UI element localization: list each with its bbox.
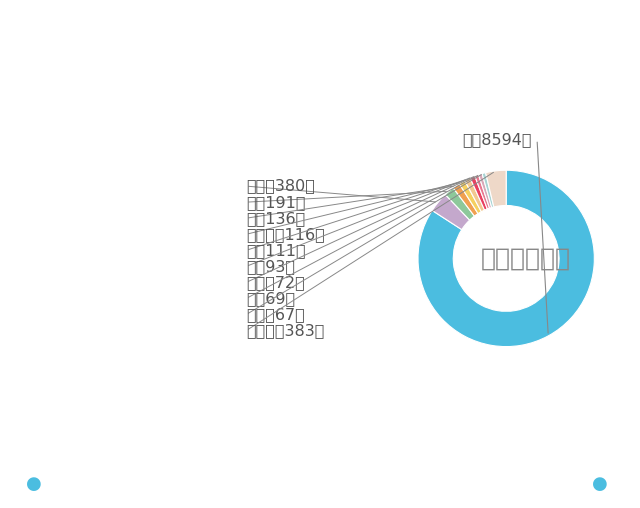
Wedge shape [453,184,478,216]
Text: 新生民族分布: 新生民族分布 [481,246,571,270]
Wedge shape [460,180,481,213]
Wedge shape [475,175,490,209]
Text: 藏族69人: 藏族69人 [246,291,295,306]
Text: 其他民族383人: 其他民族383人 [246,323,324,338]
Text: 苗族191人: 苗族191人 [246,195,305,210]
Text: 汉族8594人: 汉族8594人 [462,132,532,147]
Text: 蒙古族72人: 蒙古族72人 [246,275,305,290]
Text: 彝族111人: 彝族111人 [246,243,306,258]
Wedge shape [486,170,506,207]
Wedge shape [418,170,595,346]
Text: 回族136人: 回族136人 [246,211,305,226]
Text: 布依族67人: 布依族67人 [246,307,305,322]
Wedge shape [465,178,484,212]
Text: ●: ● [592,475,608,493]
Text: 维吾尔族116人: 维吾尔族116人 [246,227,324,242]
Wedge shape [482,173,494,207]
Text: 土家族380人: 土家族380人 [246,179,315,194]
Wedge shape [432,195,470,230]
Wedge shape [470,176,487,210]
Text: ●: ● [26,475,42,493]
Text: 壮族93人: 壮族93人 [246,259,295,274]
Wedge shape [445,188,474,220]
Wedge shape [479,174,492,208]
